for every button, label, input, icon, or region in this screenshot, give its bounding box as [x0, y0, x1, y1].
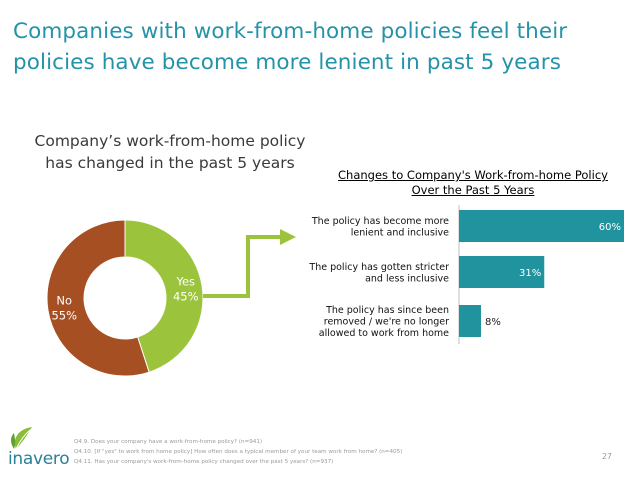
- footnotes: Q4.9. Does your company have a work-from…: [74, 437, 554, 467]
- donut-value-no: 55%: [51, 309, 77, 323]
- slide-title: Companies with work-from-home policies f…: [13, 16, 613, 78]
- bar-2: [459, 256, 545, 288]
- leaf-icon: [11, 427, 32, 450]
- slide-title-line-1: Companies with work-from-home policies f…: [13, 19, 568, 44]
- donut-subtitle-line-2: has changed in the past 5 years: [45, 154, 295, 172]
- slide-title-line-2: policies have become more lenient in pas…: [13, 50, 561, 75]
- donut-value-yes: 45%: [173, 289, 199, 303]
- bar-category-label-2-line-2: and less inclusive: [365, 273, 449, 284]
- donut-label-no: No: [56, 294, 72, 308]
- bar-value-label-2: 31%: [519, 268, 541, 279]
- bar-category-label-3-line-3: allowed to work from home: [319, 328, 449, 339]
- bar-category-label-3-line-2: removed / we're no longer: [324, 317, 449, 328]
- inavero-logo: inavero: [8, 425, 78, 471]
- donut-slice-no: [46, 219, 150, 377]
- bar-category-label-3-line-1: The policy has since been: [325, 305, 449, 316]
- logo-wordmark: inavero: [8, 449, 70, 469]
- bar-value-label-3: 8%: [485, 317, 501, 328]
- bar-category-label-1-line-1: The policy has become more: [311, 216, 449, 227]
- bar-3: [459, 305, 481, 337]
- connector-arrow-head: [280, 229, 296, 245]
- connector-arrow-line: [203, 235, 282, 298]
- donut-slice-yes: [124, 219, 204, 373]
- bar-value-label-1: 60%: [599, 222, 621, 233]
- donut-subtitle: Company’s work-from-home policy has chan…: [20, 130, 320, 174]
- footnote-1: Q4.9. Does your company have a work-from…: [74, 439, 263, 445]
- bar-1: [459, 210, 624, 242]
- bar-chart-title-line-2: Over the Past 5 Years: [411, 183, 535, 197]
- donut-subtitle-line-1: Company’s work-from-home policy: [34, 132, 306, 150]
- bar-chart-title-line-1: Changes to Company's Work-from-home Poli…: [338, 168, 608, 182]
- bar-category-label-1-line-2: lenient and inclusive: [351, 227, 449, 238]
- footnote-3: Q4.11. Has your company's work-from-home…: [74, 459, 334, 465]
- bar-chart-title: Changes to Company's Work-from-home Poli…: [300, 168, 638, 198]
- footnote-2: Q4.10. [If "yes" to work from home polic…: [74, 449, 403, 455]
- donut-label-yes: Yes: [175, 274, 195, 288]
- bar-category-label-2-line-1: The policy has gotten stricter: [308, 262, 449, 273]
- page-number: 27: [601, 452, 612, 461]
